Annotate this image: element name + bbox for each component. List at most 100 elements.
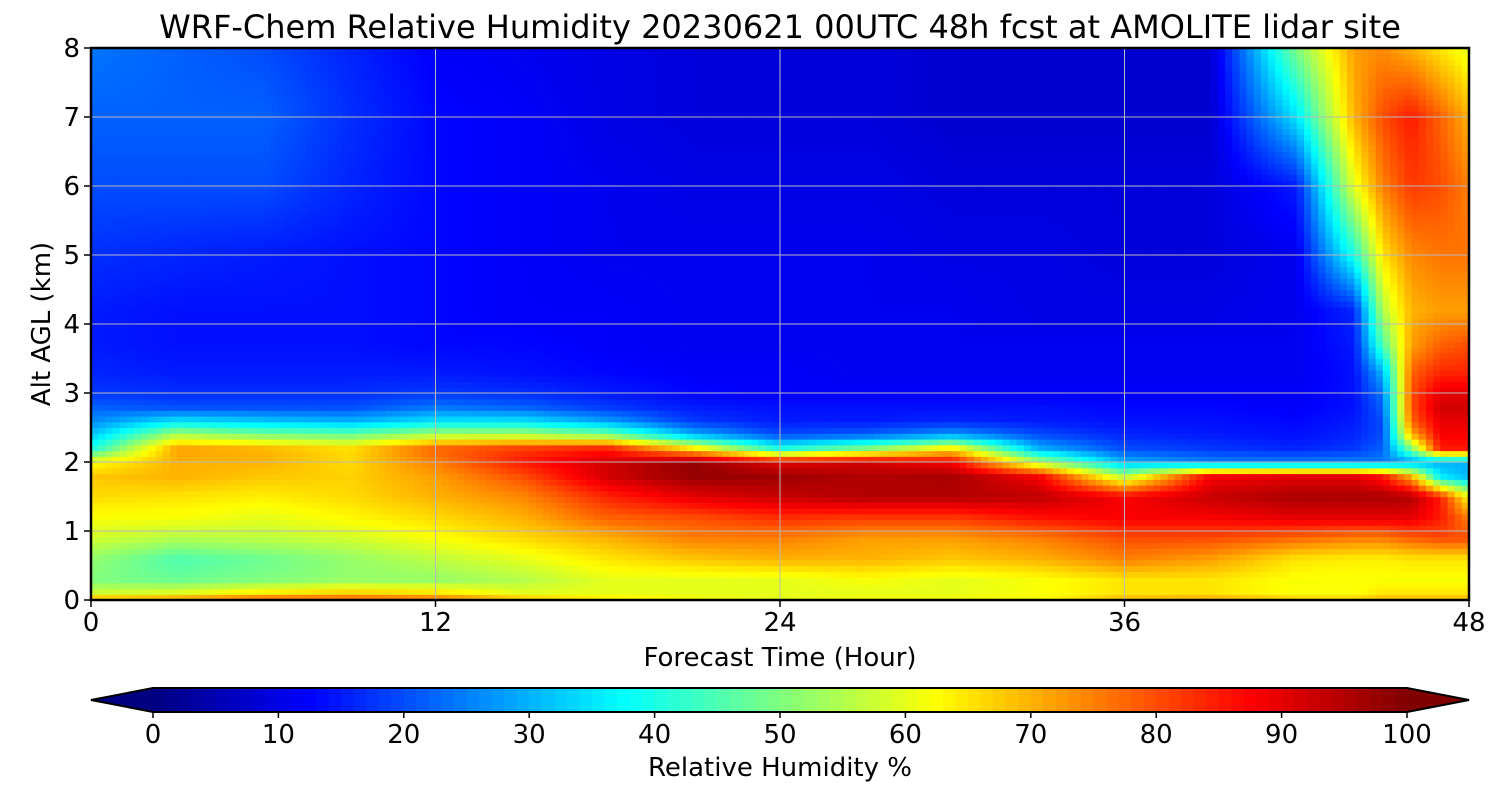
heatmap-cell [614, 536, 623, 544]
heatmap-cell [902, 473, 910, 480]
heatmap-cell [492, 490, 501, 498]
heatmap-cell [1067, 513, 1075, 521]
heatmap-cell [421, 508, 429, 515]
heatmap-cell [966, 473, 975, 480]
heatmap-cell [213, 508, 221, 515]
heatmap-cell [1318, 588, 1327, 595]
heatmap-cell [306, 548, 315, 555]
heatmap-cell [1368, 467, 1377, 475]
heatmap-cell [851, 588, 860, 595]
heatmap-cell [1311, 513, 1319, 521]
heatmap-cell [507, 582, 516, 590]
heatmap-cell [248, 513, 257, 521]
heatmap-cell [1425, 479, 1434, 486]
heatmap-cell [1397, 565, 1406, 572]
heatmap-cell [557, 485, 566, 492]
heatmap-cell [191, 588, 200, 595]
heatmap-cell [406, 548, 415, 555]
heatmap-cell [492, 513, 501, 521]
heatmap-cell [507, 525, 516, 532]
heatmap-cell [363, 542, 372, 549]
heatmap-cell [722, 536, 731, 544]
heatmap-cell [995, 577, 1004, 584]
heatmap-cell [1067, 525, 1075, 532]
heatmap-cell [1081, 548, 1090, 555]
heatmap-cell [1232, 450, 1240, 457]
heatmap-cell [521, 571, 530, 578]
heatmap-cell [909, 473, 917, 480]
heatmap-cell [765, 513, 774, 521]
heatmap-cell [399, 565, 408, 572]
heatmap-cell [1397, 485, 1406, 492]
heatmap-cell [291, 536, 300, 544]
heatmap-cell [98, 594, 106, 600]
heatmap-cell [155, 479, 164, 486]
heatmap-cell [521, 479, 530, 486]
heatmap-cell [1067, 588, 1075, 595]
heatmap-cell [535, 473, 544, 480]
heatmap-cell [1009, 450, 1018, 457]
heatmap-cell [1311, 496, 1319, 503]
heatmap-cell [614, 508, 623, 515]
heatmap-cell [234, 502, 243, 509]
heatmap-cell [1232, 565, 1240, 572]
heatmap-cell [1275, 531, 1283, 538]
heatmap-cell [837, 571, 846, 578]
heatmap-cell [1361, 571, 1370, 578]
heatmap-cell [980, 502, 989, 509]
heatmap-cell [607, 490, 616, 498]
heatmap-cell [464, 462, 472, 469]
heatmap-cell [521, 577, 530, 584]
heatmap-cell [765, 456, 774, 463]
heatmap-cell [1224, 473, 1233, 480]
heatmap-cell [141, 450, 150, 457]
heatmap-cell [277, 577, 286, 584]
heatmap-cell [148, 502, 157, 509]
heatmap-cell [815, 582, 824, 590]
heatmap-cell [1318, 525, 1327, 532]
heatmap-cell [112, 582, 121, 590]
heatmap-cell [528, 536, 537, 544]
heatmap-cell [1404, 571, 1413, 578]
heatmap-cell [134, 577, 142, 584]
heatmap-cell [1031, 519, 1039, 526]
heatmap-cell [643, 525, 652, 532]
heatmap-cell [449, 571, 458, 578]
heatmap-cell [1246, 473, 1255, 480]
heatmap-cell [758, 513, 767, 521]
heatmap-cell [1181, 508, 1190, 515]
heatmap-cell [1246, 462, 1255, 469]
heatmap-cell [105, 502, 114, 509]
heatmap-cell [141, 513, 150, 521]
heatmap-cell [593, 479, 602, 486]
heatmap-cell [492, 502, 501, 509]
heatmap-cell [528, 490, 537, 498]
heatmap-cell [284, 479, 293, 486]
heatmap-cell [1246, 577, 1255, 584]
heatmap-cell [1131, 473, 1140, 480]
heatmap-cell [643, 496, 652, 503]
heatmap-cell [543, 571, 551, 578]
heatmap-cell [1404, 548, 1413, 555]
heatmap-cell [1346, 485, 1355, 492]
heatmap-cell [91, 519, 99, 526]
heatmap-cell [801, 467, 810, 475]
heatmap-cell [586, 513, 594, 521]
heatmap-cell [413, 577, 422, 584]
heatmap-cell [162, 582, 171, 590]
heatmap-cell [1282, 577, 1291, 584]
heatmap-cell [1425, 450, 1434, 457]
heatmap-cell [1181, 485, 1190, 492]
heatmap-cell [550, 554, 559, 561]
heatmap-cell [1253, 559, 1262, 567]
heatmap-cell [428, 456, 437, 463]
heatmap-cell [277, 519, 286, 526]
heatmap-cell [1174, 502, 1183, 509]
heatmap-cell [1174, 456, 1183, 463]
heatmap-cell [342, 559, 350, 567]
heatmap-cell [564, 479, 573, 486]
heatmap-cell [1024, 479, 1032, 486]
heatmap-cell [464, 582, 472, 590]
heatmap-cell [399, 485, 408, 492]
heatmap-cell [399, 588, 408, 595]
